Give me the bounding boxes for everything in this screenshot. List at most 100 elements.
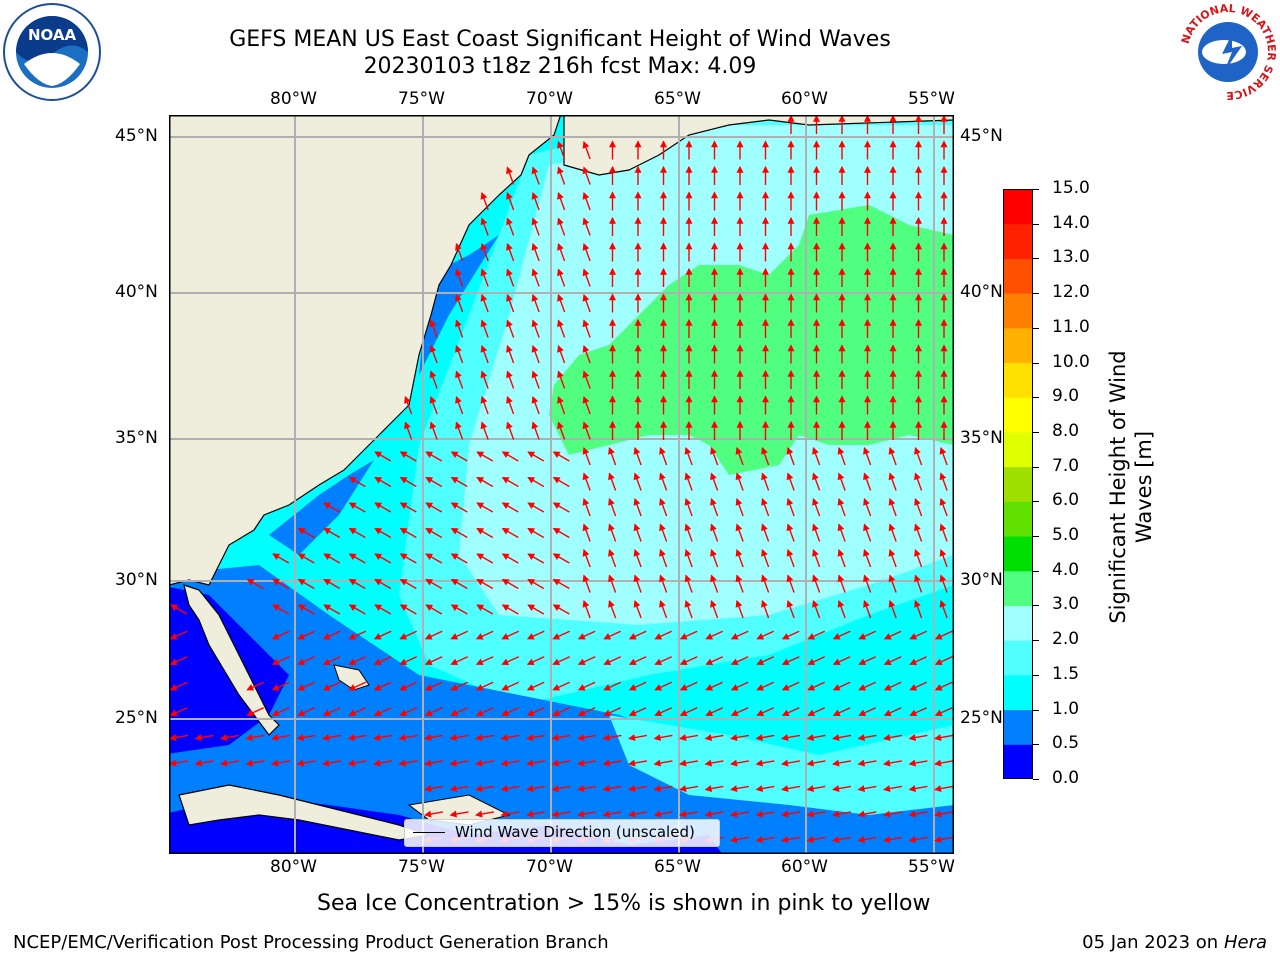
lat-label-right: 30°N (960, 570, 1003, 590)
wave-direction-arrowhead (786, 574, 794, 583)
wave-direction-arrowhead (934, 759, 942, 767)
wave-direction-arrowhead (710, 574, 717, 583)
colorbar-tick-mark (1033, 709, 1039, 711)
wave-direction-arrowhead (271, 709, 280, 717)
wave-direction-arrowhead (781, 734, 789, 742)
colorbar-tick-label: 12.0 (1052, 282, 1090, 303)
wave-direction-arrowhead (685, 140, 693, 148)
wave-direction-arrowhead (914, 574, 921, 583)
colorbar-tick-label: 6.0 (1052, 490, 1080, 511)
legend-label: Wind Wave Direction (unscaled) (455, 823, 695, 841)
wave-direction-arrowhead (634, 293, 642, 301)
wave-direction-arrowhead (373, 658, 382, 666)
wave-direction-arrowhead (736, 165, 744, 173)
wave-direction-arrowhead (608, 395, 617, 403)
colorbar-segment (1003, 362, 1033, 398)
wave-direction-arrowhead (608, 165, 617, 173)
wave-direction-arrowhead (735, 472, 743, 481)
wave-direction-arrowhead (577, 759, 585, 767)
wave-direction-arrowhead (659, 293, 668, 301)
colorbar-segment (1003, 709, 1033, 745)
wave-direction-arrowhead (832, 810, 840, 818)
wave-direction-arrowhead (557, 242, 564, 251)
wave-direction-arrowhead (806, 810, 815, 818)
wave-direction-arrowhead (909, 633, 918, 640)
wave-direction-arrowhead (506, 166, 513, 175)
colorbar-tick-label: 14.0 (1052, 212, 1090, 233)
wave-direction-arrowhead (807, 658, 816, 666)
wave-direction-arrowhead (939, 548, 947, 557)
wave-direction-arrowhead (526, 684, 535, 691)
wave-direction-arrowhead (883, 759, 891, 767)
wave-direction-arrowhead (506, 344, 513, 353)
wave-direction-arrowhead (577, 734, 585, 742)
wave-direction-arrowhead (684, 472, 692, 481)
wave-direction-arrowhead (940, 420, 948, 428)
wave-direction-arrowhead (608, 523, 615, 532)
wave-direction-arrowhead (527, 527, 536, 535)
wave-direction-arrowhead (883, 810, 891, 818)
wave-direction-arrowhead (608, 293, 617, 301)
wave-direction-arrowhead (582, 548, 590, 557)
wave-direction-arrowhead (940, 344, 948, 352)
wave-direction-arrowhead (348, 553, 357, 560)
lat-label-left: 35°N (115, 428, 158, 448)
wave-direction-arrowhead (582, 599, 590, 608)
wave-direction-arrowhead (399, 502, 408, 509)
wave-direction-arrowhead (940, 165, 948, 173)
wave-direction-arrowhead (781, 684, 790, 691)
wave-direction-arrowhead (654, 684, 663, 691)
wave-direction-arrowhead (425, 502, 434, 509)
wave-direction-arrowhead (812, 140, 821, 148)
wave-direction-arrowhead (710, 472, 717, 481)
wave-direction-arrowhead (787, 293, 795, 301)
wave-direction-arrowhead (914, 446, 921, 455)
wave-direction-arrowhead (659, 395, 668, 403)
wave-direction-arrowhead (455, 370, 462, 379)
wave-direction-arrowhead (476, 578, 485, 586)
wave-direction-arrowhead (531, 319, 539, 328)
wave-direction-arrowhead (705, 684, 714, 691)
wave-direction-arrowhead (832, 684, 841, 691)
wave-direction-arrowhead (863, 242, 872, 250)
colorbar-segment (1003, 397, 1033, 433)
wave-direction-arrowhead (373, 709, 382, 717)
wave-direction-arrowhead (889, 344, 897, 352)
wave-direction-arrowhead (552, 578, 561, 586)
colorbar-tick-label: 2.0 (1052, 629, 1080, 650)
colorbar-tick-label: 9.0 (1052, 386, 1080, 407)
wave-direction-arrowhead (736, 395, 744, 403)
wave-direction-arrowhead (710, 344, 719, 352)
wave-direction-arrowhead (373, 633, 382, 640)
colorbar-tick-label: 15.0 (1052, 178, 1090, 198)
wave-direction-arrowhead (939, 472, 947, 481)
wave-direction-arrowhead (914, 523, 921, 532)
wave-direction-arrowhead (863, 293, 872, 301)
wave-direction-arrowhead (857, 759, 866, 767)
wave-direction-arrowhead (940, 369, 948, 377)
wave-direction-arrowhead (633, 497, 641, 506)
wave-direction-arrowhead (608, 318, 617, 326)
wave-direction-arrowhead (710, 369, 719, 377)
lon-label-bottom: 80°W (270, 857, 317, 877)
wave-direction-arrowhead (685, 344, 693, 352)
wave-direction-arrowhead (551, 734, 560, 742)
wave-direction-arrowhead (557, 344, 564, 353)
wave-direction-arrowhead (659, 599, 666, 608)
wave-direction-arrowhead (526, 734, 534, 742)
wave-direction-arrowhead (374, 604, 383, 611)
wave-direction-arrowhead (634, 140, 642, 148)
wave-direction-arrowhead (399, 451, 408, 458)
wave-direction-arrowhead (169, 709, 178, 717)
wave-direction-arrowhead (787, 140, 795, 148)
wave-direction-arrowhead (399, 709, 408, 717)
wave-direction-arrowhead (634, 344, 642, 352)
colorbar-segment (1003, 640, 1033, 676)
wave-direction-arrowhead (761, 420, 770, 428)
wave-direction-arrowhead (659, 140, 668, 148)
wave-direction-arrowhead (755, 785, 764, 793)
wave-direction-arrowhead (526, 759, 534, 767)
wave-direction-arrowhead (761, 369, 770, 377)
lat-label-left: 40°N (115, 282, 158, 302)
wave-direction-arrowhead (169, 684, 178, 691)
